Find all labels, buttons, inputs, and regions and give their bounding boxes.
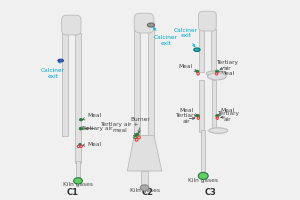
Text: Calciner
exit: Calciner exit [153, 28, 178, 46]
Ellipse shape [216, 115, 219, 117]
Text: C3: C3 [204, 188, 216, 197]
Ellipse shape [140, 185, 149, 191]
FancyBboxPatch shape [134, 13, 154, 33]
Text: Meal: Meal [82, 142, 102, 147]
FancyBboxPatch shape [199, 11, 216, 31]
Text: Meal: Meal [178, 64, 196, 71]
Ellipse shape [196, 70, 199, 73]
Text: Meal: Meal [82, 113, 102, 120]
Text: Meal: Meal [179, 108, 197, 116]
Bar [199, 29, 204, 72]
Text: Burner: Burner [130, 117, 150, 133]
Text: Meal: Meal [218, 108, 235, 116]
Text: C2: C2 [142, 188, 154, 197]
Bar [75, 33, 81, 163]
Bar [76, 161, 80, 179]
Text: Kiln gases: Kiln gases [130, 188, 160, 193]
Ellipse shape [215, 70, 219, 73]
Ellipse shape [134, 136, 137, 139]
Text: Calciner
exit: Calciner exit [174, 28, 198, 47]
Polygon shape [127, 136, 162, 171]
Bar [61, 33, 68, 136]
Text: C1: C1 [67, 188, 79, 197]
Text: Tertiary
air: Tertiary air [217, 111, 239, 122]
Ellipse shape [79, 127, 83, 130]
Text: Tertiary
air: Tertiary air [175, 113, 197, 124]
Text: Kiln gases: Kiln gases [188, 178, 218, 183]
Text: Tertiary
air: Tertiary air [216, 60, 238, 71]
Ellipse shape [209, 128, 228, 133]
Ellipse shape [74, 178, 82, 184]
Text: Tertiary air: Tertiary air [81, 126, 112, 131]
Ellipse shape [194, 48, 200, 51]
Bar [148, 25, 154, 136]
Bar [201, 130, 206, 173]
Ellipse shape [147, 23, 155, 27]
Ellipse shape [80, 119, 82, 121]
Bar [141, 171, 148, 187]
Bar [134, 25, 140, 136]
Text: Calciner
exit: Calciner exit [41, 61, 65, 79]
Text: Tertiary air +
meal: Tertiary air + meal [100, 122, 139, 136]
Ellipse shape [79, 143, 81, 145]
Ellipse shape [196, 115, 200, 117]
Ellipse shape [58, 59, 63, 62]
Ellipse shape [208, 73, 226, 80]
Bar [211, 29, 216, 72]
Text: Kiln gases: Kiln gases [63, 182, 93, 187]
Text: Meal: Meal [217, 71, 234, 76]
Ellipse shape [135, 133, 139, 136]
Ellipse shape [198, 172, 208, 179]
Ellipse shape [206, 71, 226, 76]
Bar [212, 80, 217, 132]
Bar [199, 80, 204, 132]
FancyBboxPatch shape [61, 15, 81, 35]
